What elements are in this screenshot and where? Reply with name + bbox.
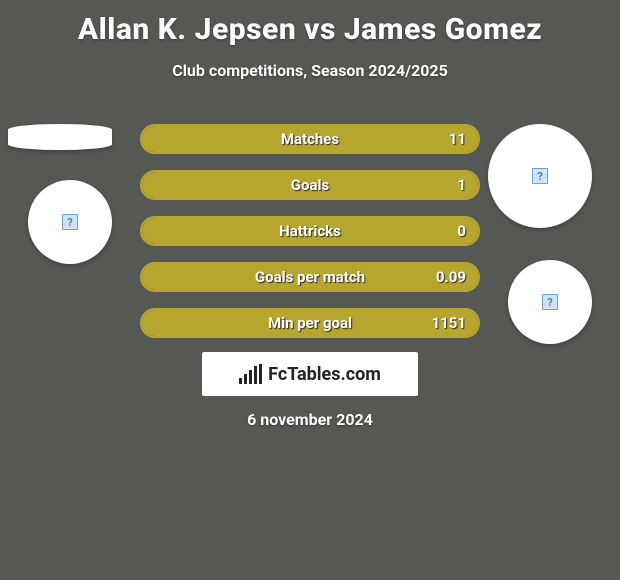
logo-text: FcTables.com [268,364,381,385]
logo-box: FcTables.com [202,352,418,396]
image-placeholder-icon: ? [532,168,548,184]
page-title: Allan K. Jepsen vs James Gomez [0,0,620,47]
stat-bar: Min per goal 1151 [140,308,480,338]
stat-label: Goals [291,176,329,194]
stat-label: Matches [281,130,339,148]
stat-label: Min per goal [268,314,352,332]
stat-label: Hattricks [279,222,341,240]
date-text: 6 november 2024 [0,410,620,429]
comparison-infographic: Allan K. Jepsen vs James Gomez Club comp… [0,0,620,580]
avatar-right-top: ? [488,124,592,228]
avatar-right-main: ? [508,260,592,344]
image-placeholder-icon: ? [542,294,558,310]
avatar-left-top [8,124,112,150]
stat-value: 0.09 [436,268,466,286]
avatar-left-main: ? [28,180,112,264]
stat-value: 1 [457,176,466,194]
stat-bar: Goals per match 0.09 [140,262,480,292]
page-subtitle: Club competitions, Season 2024/2025 [0,61,620,80]
stats-container: Matches 11 Goals 1 Hattricks 0 Goals per match… [140,124,480,338]
logo-chart-icon [239,364,262,384]
stat-value: 1151 [432,314,466,332]
stat-value: 0 [457,222,466,240]
stat-value: 11 [449,130,466,148]
stat-bar: Hattricks 0 [140,216,480,246]
stat-bar: Matches 11 [140,124,480,154]
image-placeholder-icon: ? [62,214,78,230]
stat-label: Goals per match [255,268,365,286]
stat-bar: Goals 1 [140,170,480,200]
